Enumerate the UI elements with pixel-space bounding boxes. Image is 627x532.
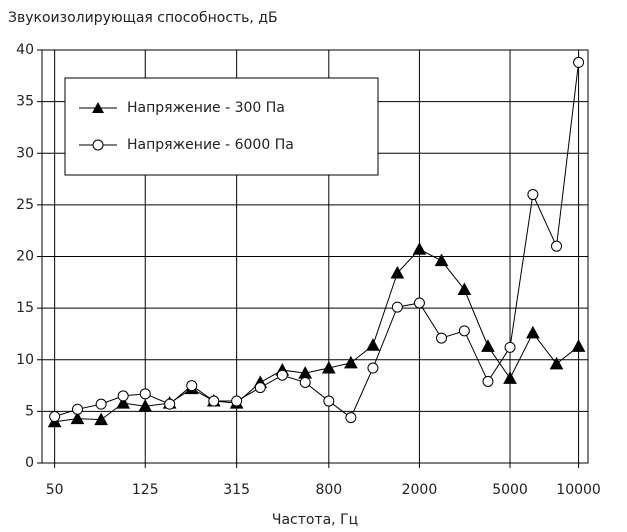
marker [390,265,405,279]
marker [276,369,288,381]
marker [254,382,266,394]
marker [549,356,564,370]
marker [345,412,357,424]
marker [208,395,220,407]
x-tick-label: 50 [46,482,64,498]
y-tick-label: 30 [16,145,34,161]
y-tick-label: 10 [16,352,34,368]
marker [457,282,472,296]
y-tick-label: 35 [16,94,34,110]
marker [412,242,427,255]
marker [95,398,107,410]
marker [504,341,516,353]
x-axis-label: Частота, Гц [272,512,358,528]
y-tick-label: 5 [25,403,34,419]
marker [434,253,449,267]
x-tick-label: 125 [132,482,159,498]
x-tick-label: 315 [223,482,250,498]
marker [138,399,153,412]
legend-label: Напряжение - 6000 Па [127,137,294,153]
marker [413,297,425,309]
marker [70,411,85,425]
legend-box [64,77,379,176]
marker [551,240,563,252]
marker [299,376,311,388]
y-tick-label: 15 [16,300,34,316]
y-tick-label: 25 [16,197,34,213]
legend-marker [92,102,104,113]
x-tick-label: 2000 [402,482,438,498]
marker [391,301,403,313]
marker [186,380,198,392]
marker [164,398,176,410]
marker [71,403,83,415]
marker [482,375,494,387]
marker [573,56,585,68]
marker [139,388,151,400]
y-tick-label: 0 [25,455,34,471]
marker [503,371,517,384]
y-tick-label: 20 [16,249,34,265]
x-tick-label: 10000 [556,482,601,498]
marker [116,396,131,409]
plot-frame [41,49,589,464]
x-tick-label: 5000 [492,482,528,498]
marker [94,412,108,426]
legend-label: Напряжение - 300 Па [127,100,285,116]
series-line [54,248,579,423]
marker [571,339,586,352]
marker [117,390,129,402]
marker [526,325,540,339]
legend-marker [92,139,104,151]
marker [321,360,336,374]
marker [323,395,335,407]
marker [367,362,379,374]
y-tick-label: 40 [16,42,34,58]
marker [49,411,61,423]
marker [458,325,470,337]
marker [435,332,447,344]
marker [481,339,495,352]
marker [366,338,380,351]
marker [344,355,358,369]
marker [527,189,539,201]
x-tick-label: 800 [315,482,342,498]
chart-title: Звукоизолирующая способность, дБ [8,10,278,26]
marker [231,395,243,407]
